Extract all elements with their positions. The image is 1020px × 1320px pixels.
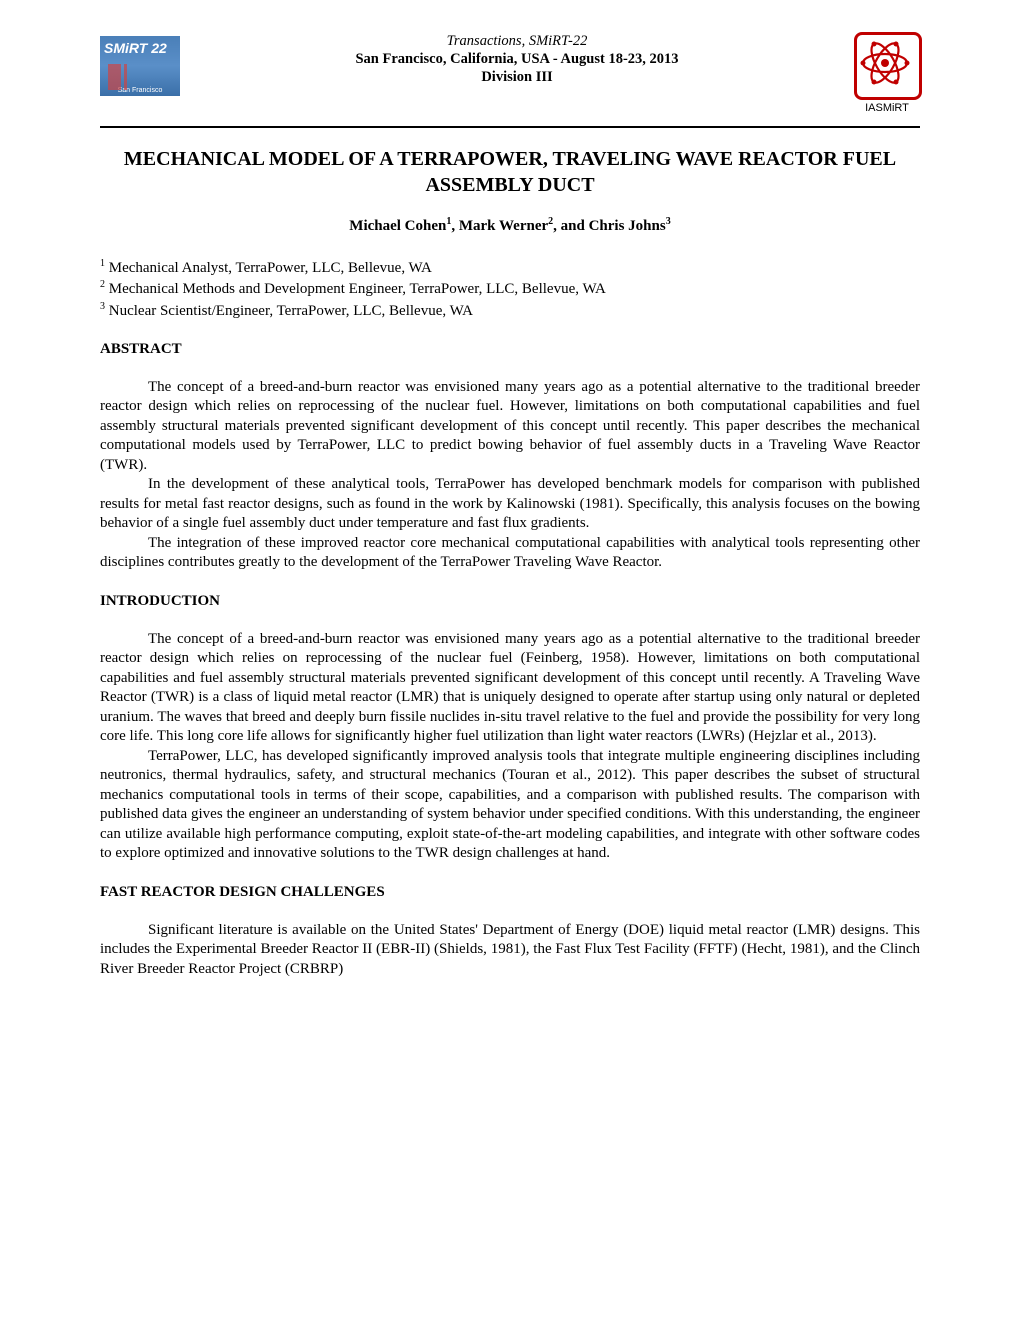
page-header: San Francisco Transactions, SMiRT-22 San… xyxy=(100,30,920,114)
header-rule xyxy=(100,126,920,128)
logo-left-caption: San Francisco xyxy=(102,87,178,94)
affiliation-2: 2 Mechanical Methods and Development Eng… xyxy=(100,278,920,299)
page: San Francisco Transactions, SMiRT-22 San… xyxy=(0,0,1020,1320)
author-3-sup: 3 xyxy=(666,216,671,227)
abstract-para-1: The concept of a breed-and-burn reactor … xyxy=(100,378,920,476)
header-division: Division III xyxy=(180,68,854,86)
atom-icon xyxy=(854,32,922,100)
header-transactions: Transactions xyxy=(447,33,522,49)
author-1: Michael Cohen xyxy=(349,218,446,234)
iasmirt-logo: IASMiRT xyxy=(854,32,920,114)
abstract-para-2: In the development of these analytical t… xyxy=(100,475,920,534)
abstract-body: The concept of a breed-and-burn reactor … xyxy=(100,378,920,573)
iasmirt-label: IASMiRT xyxy=(854,102,920,114)
introduction-body: The concept of a breed-and-burn reactor … xyxy=(100,630,920,864)
author-3: , and Chris Johns xyxy=(553,218,666,234)
smirt22-logo: San Francisco xyxy=(100,36,180,96)
affiliation-3: 3 Nuclear Scientist/Engineer, TerraPower… xyxy=(100,300,920,321)
intro-para-1: The concept of a breed-and-burn reactor … xyxy=(100,630,920,747)
affil-3-text: Nuclear Scientist/Engineer, TerraPower, … xyxy=(105,303,473,319)
header-location: San Francisco, California, USA - August … xyxy=(180,50,854,68)
challenges-heading: FAST REACTOR DESIGN CHALLENGES xyxy=(100,884,920,901)
affil-1-text: Mechanical Analyst, TerraPower, LLC, Bel… xyxy=(105,260,432,276)
affil-2-text: Mechanical Methods and Development Engin… xyxy=(105,281,606,297)
introduction-heading: INTRODUCTION xyxy=(100,593,920,610)
affiliation-1: 1 Mechanical Analyst, TerraPower, LLC, B… xyxy=(100,257,920,278)
abstract-para-3: The integration of these improved reacto… xyxy=(100,534,920,573)
intro-para-2: TerraPower, LLC, has developed significa… xyxy=(100,747,920,864)
authors-line: Michael Cohen1, Mark Werner2, and Chris … xyxy=(100,216,920,235)
author-2: , Mark Werner xyxy=(451,218,548,234)
header-smirt: , SMiRT-22 xyxy=(522,33,588,49)
paper-title: MECHANICAL MODEL OF A TERRAPOWER, TRAVEL… xyxy=(100,146,920,198)
affiliations: 1 Mechanical Analyst, TerraPower, LLC, B… xyxy=(100,257,920,321)
challenges-body: Significant literature is available on t… xyxy=(100,921,920,980)
challenges-para-1: Significant literature is available on t… xyxy=(100,921,920,980)
abstract-heading: ABSTRACT xyxy=(100,341,920,358)
header-center-text: Transactions, SMiRT-22 San Francisco, Ca… xyxy=(180,30,854,86)
